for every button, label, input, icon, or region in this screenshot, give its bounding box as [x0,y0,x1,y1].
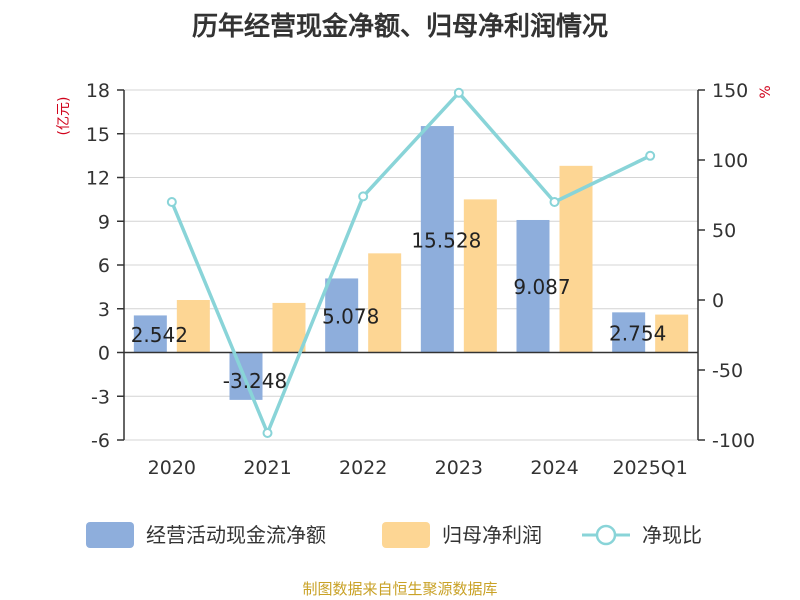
legend-label-cash-flow: 经营活动现金流净额 [146,523,326,547]
left-tick-label: -3 [91,386,110,408]
right-tick-label: 50 [712,220,736,242]
right-tick-label: -50 [712,360,743,382]
legend-swatch-net-profit [382,522,430,548]
ratio-point [166,197,177,207]
chart-title: 历年经营现金净额、归母净利润情况 [191,12,608,42]
left-tick-label: -6 [91,430,110,452]
data-labels: 2.542 -3.248 5.078 15.528 9.087 2.754 [131,228,667,393]
left-tick-label: 9 [98,211,110,233]
left-tick-label: 6 [98,255,110,277]
cash-flow-data-label: 2.542 [131,323,188,347]
left-tick-label: 15 [86,124,110,146]
cash-flow-bar [612,312,646,353]
net-profit-bar [463,199,497,353]
net-profit-bar [272,302,306,353]
axes [117,89,705,441]
ratio-point [453,87,464,98]
cash-flow-data-label: -3.248 [223,369,287,393]
ratio-line [166,87,656,438]
left-tick-label: 18 [86,80,110,102]
category-label: 2021 [243,457,291,479]
right-axis-unit: % [758,85,774,98]
net-profit-bar [368,253,402,353]
net-profit-bar [176,300,210,353]
ratio-point [262,428,273,438]
cash-flow-data-label: 15.528 [411,228,481,252]
ratio-polyline [170,91,651,435]
legend-label-net-profit: 归母净利润 [442,523,542,547]
left-tick-label: 3 [98,299,110,321]
right-tick-label: 150 [712,80,748,102]
legend-label-ratio: 净现比 [642,523,702,547]
cash-flow-bar [516,219,550,353]
cash-flow-bar [420,126,454,353]
left-tick-label: 12 [86,168,110,190]
cash-flow-data-label: 2.754 [609,321,666,345]
bars [133,126,689,400]
source-note: 制图数据来自恒生聚源数据库 [302,580,498,598]
net-profit-bar [559,165,593,353]
left-tick-label: 0 [98,343,110,365]
right-tick-label: 0 [712,290,724,312]
category-label: 2020 [148,457,196,479]
category-label: 2025Q1 [612,457,687,479]
cash-flow-bar [229,352,263,400]
cash-flow-data-label: 9.087 [513,275,570,299]
legend-swatch-ratio-marker [595,524,617,546]
ratio-point [358,191,369,202]
cash-flow-bar [133,315,167,353]
legend-swatch-cash-flow [86,522,134,548]
tick-labels: 18 15 12 9 6 3 0 -3 -6 150 100 50 0 -50 -100 2020 2021 20… [86,80,755,479]
cash-flow-data-label: 5.078 [322,304,379,328]
legend: 经营活动现金流净额 归母净利润 净现比 [86,522,702,548]
cash-flow-bar [325,278,359,353]
left-axis-unit: (亿元) [56,97,72,136]
category-label: 2024 [530,457,578,479]
net-profit-bar [655,314,689,353]
right-tick-label: 100 [712,150,748,172]
category-label: 2023 [435,457,483,479]
right-tick-label: -100 [712,430,755,452]
ratio-point [549,197,560,207]
category-label: 2022 [339,457,387,479]
ratio-point [645,150,656,161]
